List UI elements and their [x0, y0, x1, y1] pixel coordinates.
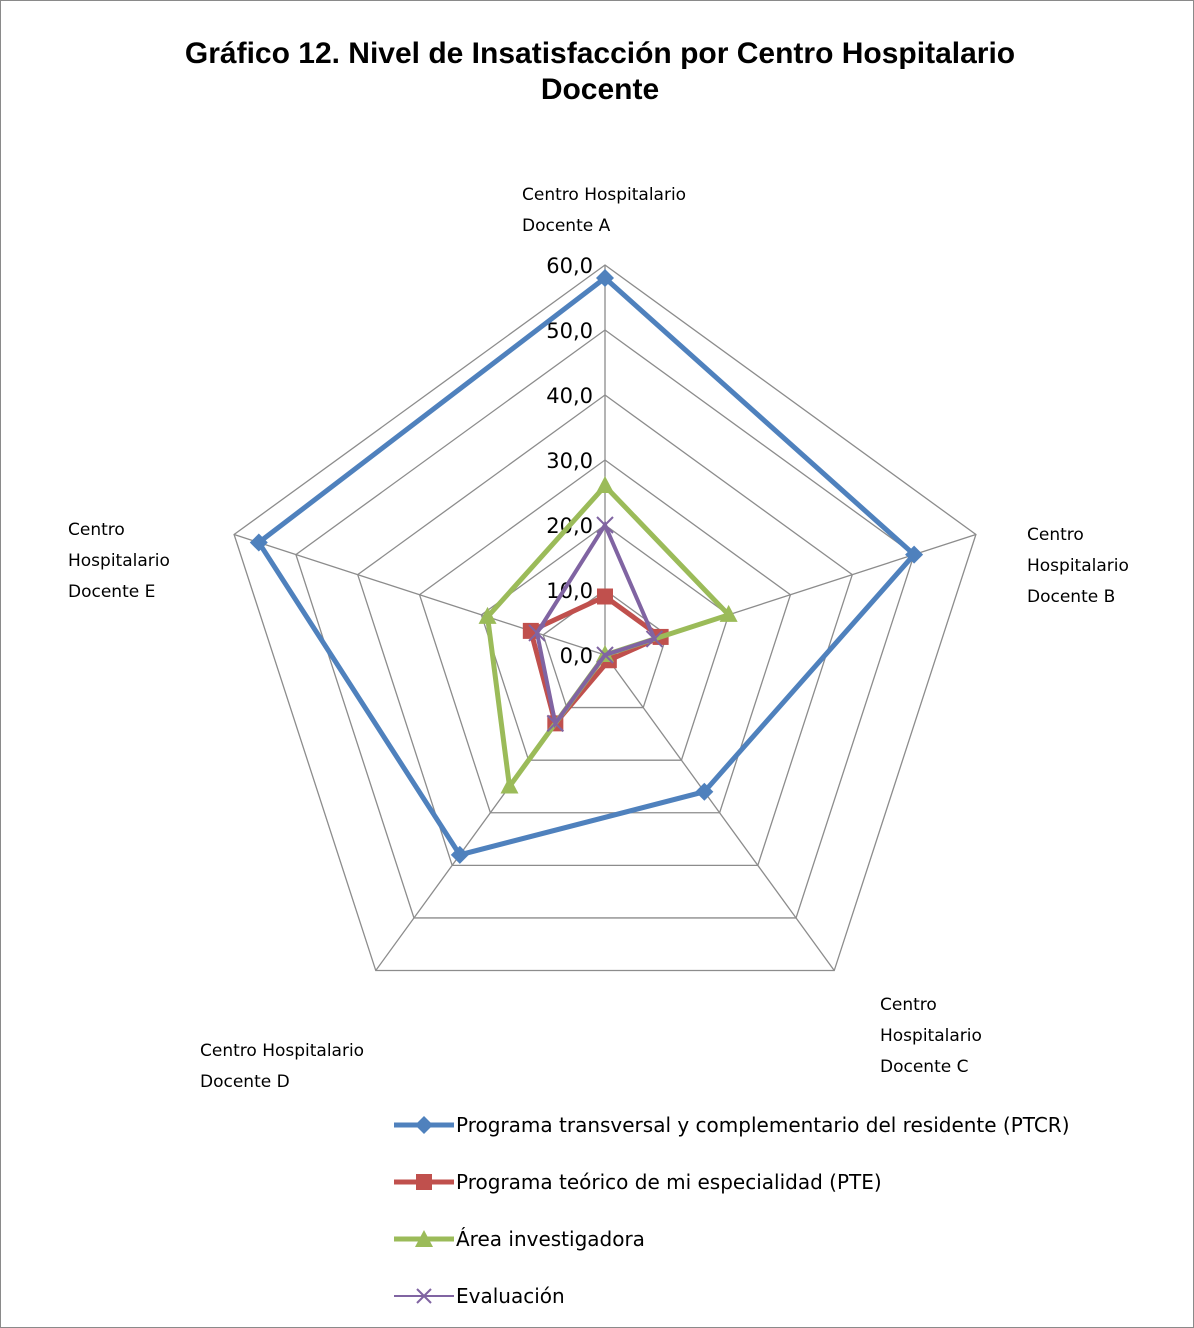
chart-title-line-1: Gráfico 12. Nivel de Insatisfacción por …	[184, 37, 1016, 70]
series-line-0	[255, 274, 918, 858]
series-3-point-3	[546, 714, 565, 733]
axis-tick-label-5: 50,0	[546, 319, 593, 343]
series-0-point-2	[695, 782, 714, 801]
category-label-d-line-1: Centro Hospitalario	[200, 1041, 365, 1061]
series-3-point-4	[528, 624, 546, 642]
legend-label-pte: Programa teórico de mi especialidad (PTE…	[456, 1169, 882, 1194]
category-label-e: Centro Hospitalario Docente E	[68, 515, 170, 608]
series-3-point-2	[596, 646, 614, 664]
category-label-b-line-3: Docente B	[1027, 587, 1116, 607]
category-label-a-line-1: Centro Hospitalario	[522, 185, 687, 205]
series-3-point-0	[596, 516, 614, 534]
legend: Programa transversal y complementario de…	[394, 1096, 1070, 1324]
grid-spoke-4	[233, 533, 606, 656]
series-1-point-0	[597, 588, 613, 605]
category-label-c: Centro Hospitalario Docente C	[880, 990, 982, 1083]
category-label-d: Centro Hospitalario Docente D	[200, 1036, 364, 1098]
axis-tick-label-0: 0,0	[560, 644, 593, 668]
series-line-3	[534, 520, 658, 729]
grid-spoke-2	[604, 654, 835, 971]
grid-ring-1	[542, 589, 668, 709]
series-0-point-0	[596, 269, 614, 287]
series-0-point-3	[450, 845, 469, 864]
legend-item-ptcr: Programa transversal y complementario de…	[394, 1096, 1070, 1153]
series-3-point-1	[645, 630, 664, 648]
legend-label-evaluacion: Evaluación	[456, 1283, 565, 1308]
series-0-point-1	[905, 545, 924, 564]
category-label-e-line-1: Centro	[68, 520, 125, 540]
series-2-point-4	[478, 606, 497, 624]
category-label-a: Centro Hospitalario Docente A	[522, 180, 686, 242]
category-label-b-line-1: Centro	[1027, 525, 1084, 545]
axis-tick-label-6: 60,0	[546, 254, 593, 278]
series-2-point-3	[500, 776, 519, 794]
axis-tick-label-4: 40,0	[546, 384, 593, 408]
category-label-c-line-1: Centro	[880, 995, 937, 1015]
category-label-c-line-3: Docente C	[880, 1057, 969, 1077]
legend-marker-ptcr	[394, 1115, 454, 1134]
category-label-e-line-2: Hospitalario	[68, 551, 170, 571]
legend-label-investigadora: Área investigadora	[456, 1226, 645, 1251]
grid-ring-6	[233, 264, 977, 972]
legend-item-evaluacion: Evaluación	[394, 1267, 1070, 1324]
legend-item-pte: Programa teórico de mi especialidad (PTE…	[394, 1153, 1070, 1210]
series-0-point-4	[249, 533, 268, 552]
category-label-b: Centro Hospitalario Docente B	[1027, 520, 1129, 613]
category-label-a-line-2: Docente A	[522, 216, 611, 236]
chart-title: Gráfico 12. Nivel de Insatisfacción por …	[100, 36, 1100, 108]
legend-marker-pte	[394, 1173, 454, 1190]
axis-tick-label-3: 30,0	[546, 449, 593, 473]
category-label-b-line-2: Hospitalario	[1027, 556, 1129, 576]
legend-label-ptcr: Programa transversal y complementario de…	[456, 1112, 1070, 1137]
grid-ring-5	[295, 329, 915, 919]
category-label-c-line-2: Hospitalario	[880, 1026, 982, 1046]
chart-title-line-2: Docente	[540, 73, 660, 106]
grid-ring-4	[356, 394, 854, 866]
category-label-e-line-3: Docente E	[68, 582, 156, 602]
series-2-point-0	[596, 476, 614, 493]
legend-item-investigadora: Área investigadora	[394, 1210, 1070, 1267]
legend-marker-evaluacion	[394, 1287, 454, 1304]
legend-marker-investigadora	[394, 1229, 454, 1247]
grid-ring-3	[418, 459, 792, 814]
series-2-point-1	[719, 604, 738, 622]
category-label-d-line-2: Docente D	[200, 1072, 290, 1092]
